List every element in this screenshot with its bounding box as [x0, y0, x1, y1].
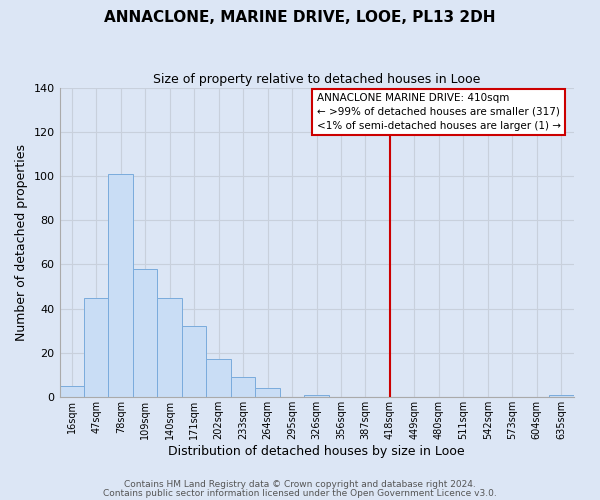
Bar: [549, 394, 574, 397]
Bar: [109, 174, 133, 397]
Title: Size of property relative to detached houses in Looe: Size of property relative to detached ho…: [153, 72, 480, 86]
Bar: [84, 298, 109, 397]
Bar: [231, 377, 256, 397]
Text: Contains HM Land Registry data © Crown copyright and database right 2024.: Contains HM Land Registry data © Crown c…: [124, 480, 476, 489]
Bar: [157, 298, 182, 397]
Bar: [304, 394, 329, 397]
Bar: [133, 269, 157, 397]
Bar: [59, 386, 84, 397]
Bar: [182, 326, 206, 397]
Text: Contains public sector information licensed under the Open Government Licence v3: Contains public sector information licen…: [103, 488, 497, 498]
Bar: [206, 360, 231, 397]
X-axis label: Distribution of detached houses by size in Looe: Distribution of detached houses by size …: [168, 444, 465, 458]
Text: ANNACLONE MARINE DRIVE: 410sqm
← >99% of detached houses are smaller (317)
<1% o: ANNACLONE MARINE DRIVE: 410sqm ← >99% of…: [317, 92, 560, 130]
Y-axis label: Number of detached properties: Number of detached properties: [15, 144, 28, 341]
Bar: [256, 388, 280, 397]
Text: ANNACLONE, MARINE DRIVE, LOOE, PL13 2DH: ANNACLONE, MARINE DRIVE, LOOE, PL13 2DH: [104, 10, 496, 25]
